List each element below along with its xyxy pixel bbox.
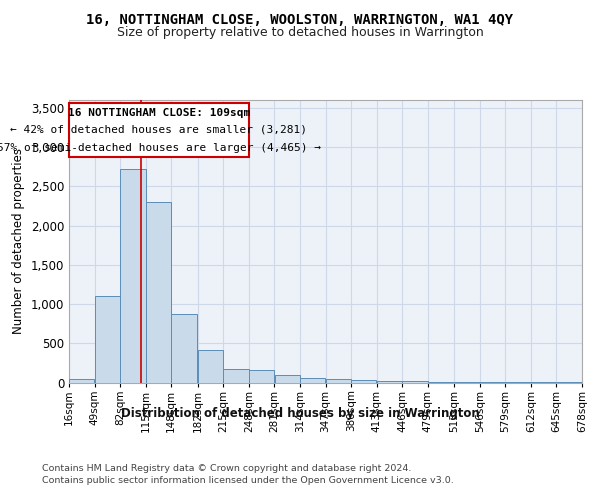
Text: 57% of semi-detached houses are larger (4,465) →: 57% of semi-detached houses are larger (… — [0, 142, 321, 152]
Bar — [275, 376, 300, 382]
Bar — [69, 103, 249, 158]
Y-axis label: Number of detached properties: Number of detached properties — [12, 148, 25, 334]
Text: Contains HM Land Registry data © Crown copyright and database right 2024.: Contains HM Land Registry data © Crown c… — [42, 464, 412, 473]
Text: Distribution of detached houses by size in Warrington: Distribution of detached houses by size … — [121, 408, 479, 420]
Bar — [326, 379, 351, 382]
Bar — [351, 380, 376, 382]
Bar — [249, 370, 274, 382]
Bar — [146, 202, 171, 382]
Text: 16, NOTTINGHAM CLOSE, WOOLSTON, WARRINGTON, WA1 4QY: 16, NOTTINGHAM CLOSE, WOOLSTON, WARRINGT… — [86, 12, 514, 26]
Bar — [95, 296, 120, 382]
Text: Size of property relative to detached houses in Warrington: Size of property relative to detached ho… — [116, 26, 484, 39]
Bar — [223, 369, 248, 382]
Bar — [198, 350, 223, 382]
Bar — [377, 380, 402, 382]
Bar — [172, 314, 197, 382]
Bar — [69, 378, 94, 382]
Bar — [300, 378, 325, 382]
Bar — [403, 381, 428, 382]
Bar — [121, 169, 146, 382]
Text: Contains public sector information licensed under the Open Government Licence v3: Contains public sector information licen… — [42, 476, 454, 485]
Text: ← 42% of detached houses are smaller (3,281): ← 42% of detached houses are smaller (3,… — [10, 124, 307, 134]
Text: 16 NOTTINGHAM CLOSE: 109sqm: 16 NOTTINGHAM CLOSE: 109sqm — [68, 108, 250, 118]
